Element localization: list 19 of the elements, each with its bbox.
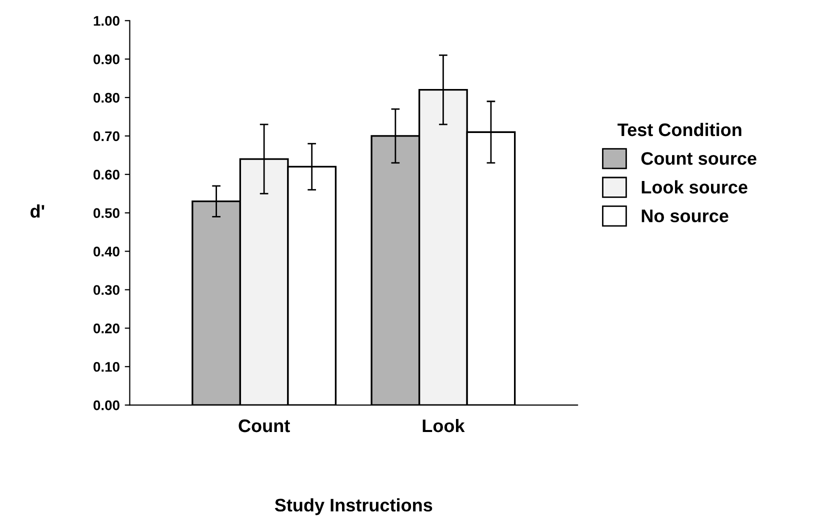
y-tick-label: 0.50 bbox=[94, 208, 120, 218]
y-tick-label: 0.10 bbox=[94, 362, 120, 372]
legend-label: Count source bbox=[641, 152, 756, 165]
y-tick-label: 0.00 bbox=[94, 400, 120, 410]
legend-title: Test Condition bbox=[618, 122, 742, 136]
x-tick-label: Count bbox=[238, 419, 290, 432]
legend-label: No source bbox=[642, 210, 728, 222]
y-tick-label: 0.20 bbox=[94, 324, 120, 334]
y-axis-title: d' bbox=[30, 204, 44, 218]
y-tick-label: 0.40 bbox=[94, 246, 120, 256]
y-tick-label: 0.30 bbox=[94, 285, 120, 295]
y-tick-label: 0.80 bbox=[94, 92, 120, 103]
y-tick-label: 0.90 bbox=[94, 54, 120, 64]
x-tick-label: Look bbox=[422, 418, 465, 432]
y-tick-label: 0.70 bbox=[94, 131, 120, 142]
x-axis-title: Study Instructions bbox=[274, 498, 432, 516]
legend-label: Look source bbox=[642, 180, 748, 194]
y-tick-label: 1.00 bbox=[94, 16, 120, 26]
y-tick-label: 0.60 bbox=[94, 170, 120, 180]
